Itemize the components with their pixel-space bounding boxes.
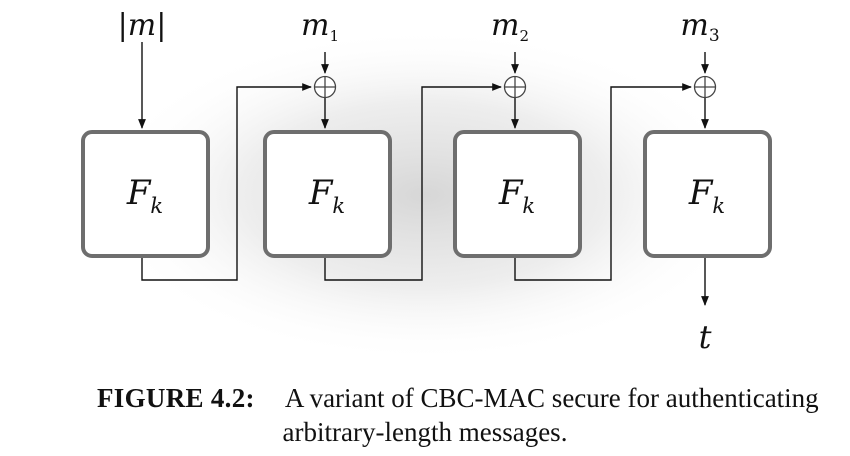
prf-block-3: Fk xyxy=(453,130,582,258)
caption-text-line-1: A variant of CBC-MAC secure for authenti… xyxy=(284,383,819,413)
prf-block-4: Fk xyxy=(643,130,772,258)
m2-label: m2 xyxy=(491,8,529,45)
xor-3 xyxy=(693,75,717,99)
m1-label: m1 xyxy=(301,8,339,45)
prf-block-2: Fk xyxy=(263,130,392,258)
prf-block-1: Fk xyxy=(81,130,210,258)
block-label: F xyxy=(688,173,714,213)
caption-line-2: arbitrary-length messages. xyxy=(0,416,850,449)
block-label: F xyxy=(126,173,152,213)
svg-text:Fk: Fk xyxy=(126,173,163,218)
svg-text:Fk: Fk xyxy=(308,173,345,218)
block-subscript: k xyxy=(522,194,535,218)
figure-number: FIGURE 4.2 xyxy=(97,383,246,413)
caption-text-line-2: arbitrary-length messages. xyxy=(282,417,568,447)
block-subscript: k xyxy=(712,194,725,218)
block-subscript: k xyxy=(332,194,345,218)
m3-label: m3 xyxy=(680,8,719,46)
xor-2 xyxy=(503,75,527,99)
tag-output-label: t xyxy=(699,318,712,356)
svg-text:Fk: Fk xyxy=(498,173,535,218)
caption-line-1: FIGURE 4.2: A variant of CBC-MAC secure f… xyxy=(97,382,819,415)
block-label: F xyxy=(308,173,334,213)
block-subscript: k xyxy=(150,194,163,218)
chain-path-2 xyxy=(324,83,502,281)
svg-text:Fk: Fk xyxy=(688,173,725,218)
cbc-mac-diagram: Fk Fk Fk Fk |m| m1 m2 m3 t xyxy=(81,8,772,363)
caption-separator: : xyxy=(245,383,255,413)
xor-1 xyxy=(313,75,337,99)
chain-path-1 xyxy=(141,83,312,281)
chain-path-3 xyxy=(514,83,692,281)
background-shading xyxy=(95,27,755,363)
length-input-label: |m| xyxy=(118,8,167,43)
block-label: F xyxy=(498,173,524,213)
